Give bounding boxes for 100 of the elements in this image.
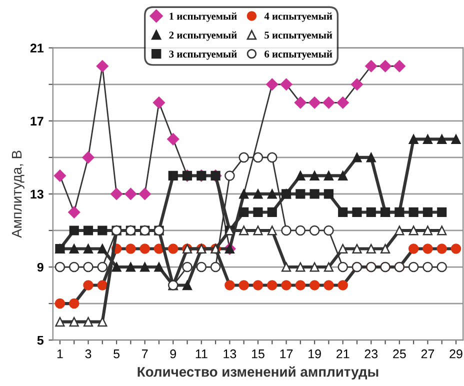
- point: [422, 262, 433, 272]
- point: [168, 170, 178, 180]
- point: [338, 262, 348, 272]
- legend-label: 5 испытуемый: [264, 31, 332, 41]
- point: [350, 78, 364, 90]
- point: [408, 207, 418, 218]
- point: [408, 134, 418, 144]
- legend-label: 6 испытуемый: [264, 50, 332, 60]
- point: [68, 298, 80, 309]
- x-tick-label: 13: [224, 349, 236, 358]
- point: [281, 280, 292, 290]
- point: [310, 170, 320, 180]
- point: [54, 298, 66, 309]
- point: [98, 226, 108, 236]
- point: [69, 244, 79, 254]
- point: [379, 60, 392, 72]
- point: [252, 152, 264, 163]
- point: [267, 189, 277, 199]
- point: [324, 170, 334, 180]
- x-tick-label: 25: [393, 349, 406, 358]
- x-tick-label: 9: [170, 349, 176, 358]
- point: [224, 280, 235, 290]
- point: [296, 189, 306, 199]
- point: [380, 207, 390, 218]
- point: [97, 262, 108, 272]
- point: [239, 226, 249, 236]
- point: [437, 207, 447, 218]
- point: [83, 244, 94, 254]
- point: [266, 78, 278, 90]
- point: [338, 170, 348, 180]
- point: [112, 262, 122, 272]
- point: [138, 188, 151, 200]
- x-tick-label: 15: [252, 350, 264, 358]
- point: [253, 226, 263, 236]
- point: [196, 262, 207, 272]
- x-tick-label: 29: [450, 349, 462, 358]
- point: [239, 207, 249, 218]
- point: [281, 189, 292, 199]
- point: [267, 207, 277, 218]
- point: [83, 262, 94, 272]
- point: [110, 188, 123, 200]
- y-tick-label: 13: [30, 190, 44, 199]
- point: [210, 262, 221, 272]
- point: [97, 280, 108, 290]
- point: [380, 244, 390, 254]
- point: [266, 152, 278, 163]
- point: [310, 189, 320, 199]
- point: [252, 280, 264, 290]
- point: [267, 226, 277, 236]
- point: [83, 317, 94, 327]
- point: [295, 280, 306, 290]
- point: [98, 244, 108, 254]
- y-tick-label: 5: [37, 336, 44, 345]
- point: [422, 207, 433, 218]
- point: [324, 262, 334, 272]
- y-tick-label: 21: [30, 44, 44, 52]
- point: [295, 225, 306, 236]
- point: [182, 280, 192, 290]
- y-axis-title: Амплитуда, В: [12, 150, 24, 238]
- point: [408, 226, 418, 236]
- point: [82, 151, 94, 164]
- point: [422, 226, 433, 236]
- x-tick-label: 21: [336, 349, 350, 358]
- point: [239, 189, 249, 199]
- x-tick-label: 27: [421, 349, 434, 358]
- x-tick-label: 23: [364, 349, 378, 358]
- point: [152, 96, 166, 109]
- x-tick-label: 11: [196, 350, 208, 358]
- point: [98, 317, 108, 327]
- point: [83, 280, 94, 290]
- point: [296, 170, 306, 180]
- point: [55, 317, 65, 327]
- legend-label: 3 испытуемый: [169, 50, 237, 60]
- point: [324, 225, 334, 236]
- point: [154, 262, 164, 272]
- point: [96, 60, 108, 72]
- point: [366, 152, 376, 162]
- point: [336, 96, 349, 109]
- point: [55, 244, 65, 254]
- point: [309, 225, 320, 236]
- point: [69, 317, 79, 327]
- point: [83, 226, 94, 236]
- point: [422, 244, 433, 254]
- point: [394, 226, 404, 236]
- x-tick-label: 19: [308, 349, 321, 358]
- point: [54, 170, 66, 182]
- x-tick-label: 1: [57, 350, 63, 358]
- legend-label: 1 испытуемый: [170, 12, 237, 22]
- point: [338, 280, 348, 290]
- point: [140, 244, 150, 254]
- point: [408, 244, 419, 254]
- x-tick-label: 3: [85, 349, 92, 358]
- point: [224, 170, 235, 181]
- point: [365, 60, 378, 72]
- point: [281, 262, 292, 272]
- point: [366, 207, 376, 218]
- point: [436, 244, 447, 254]
- point: [126, 244, 136, 254]
- point: [253, 207, 263, 218]
- point: [366, 244, 376, 254]
